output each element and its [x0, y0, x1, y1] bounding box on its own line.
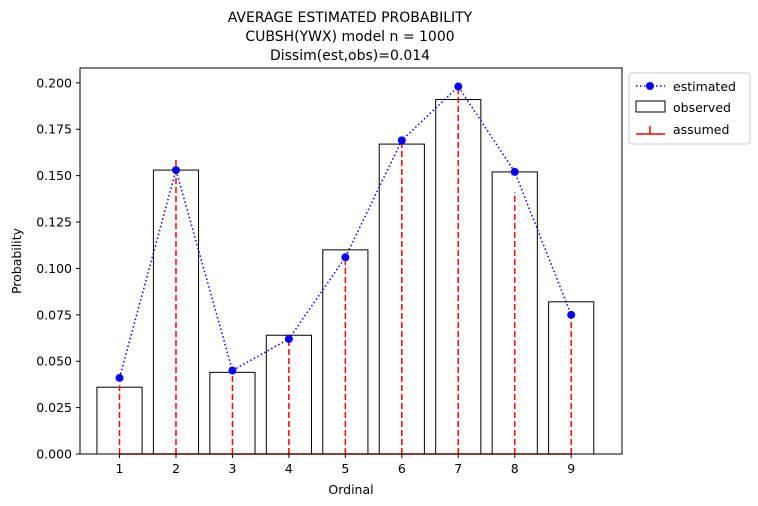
plot-frame	[79, 67, 623, 455]
estimated-point	[567, 310, 576, 319]
estimated-point	[510, 167, 519, 176]
x-tick-label: 1	[116, 461, 124, 476]
y-tick-label: 0.000	[36, 447, 72, 462]
y-tick-label: 0.125	[36, 215, 72, 230]
observed-bars	[96, 99, 595, 455]
x-tick-label: 3	[228, 461, 236, 476]
y-tick-label: 0.050	[36, 354, 72, 369]
observed-bar	[152, 169, 200, 455]
y-axis: 0.000 0.025 0.050 0.075 0.100 0.125 0.150 0.175…	[36, 75, 80, 462]
title-line-1: AVERAGE ESTIMATED PROBABILITY	[228, 10, 473, 26]
legend-estimated-label: estimated	[673, 79, 736, 94]
legend-assumed-label: assumed	[673, 122, 729, 137]
y-axis-label: Probability	[9, 227, 24, 294]
legend-box	[628, 72, 751, 145]
y-tick-label: 0.175	[36, 122, 72, 137]
legend: estimated observed assumed	[628, 72, 751, 145]
x-tick-label: 9	[567, 461, 575, 476]
title-line-3: Dissim(est,obs)=0.014	[270, 48, 430, 64]
legend-observed-label: observed	[673, 100, 731, 115]
legend-estimated-marker	[646, 82, 654, 90]
assumed-stems	[118, 86, 572, 455]
estimated-point	[228, 366, 237, 375]
estimated-point	[115, 373, 124, 382]
estimated-point	[284, 334, 293, 343]
y-tick-label: 0.150	[36, 168, 72, 183]
x-tick-label: 4	[285, 461, 293, 476]
estimated-point	[171, 166, 180, 175]
estimated-series	[115, 82, 576, 382]
legend-observed-swatch	[635, 100, 666, 113]
x-tick-label: 2	[172, 461, 180, 476]
title-line-2: CUBSH(YWX) model n = 1000	[245, 29, 454, 45]
estimated-line	[118, 85, 572, 379]
x-tick-label: 8	[511, 461, 519, 476]
estimated-point	[454, 82, 463, 91]
y-tick-label: 0.100	[36, 261, 72, 276]
x-tick-label: 5	[341, 461, 349, 476]
x-tick-label: 6	[398, 461, 406, 476]
estimated-point	[341, 253, 350, 262]
y-tick-label: 0.075	[36, 307, 72, 322]
y-tick-label: 0.200	[36, 75, 72, 90]
x-axis: 1 2 3 4 5 6 7 8 9	[116, 454, 575, 476]
x-axis-label: Ordinal	[328, 482, 373, 497]
estimated-point	[397, 136, 406, 145]
chart-title: AVERAGE ESTIMATED PROBABILITY CUBSH(YWX)…	[228, 10, 473, 64]
x-tick-label: 7	[454, 461, 462, 476]
y-tick-label: 0.025	[36, 400, 72, 415]
